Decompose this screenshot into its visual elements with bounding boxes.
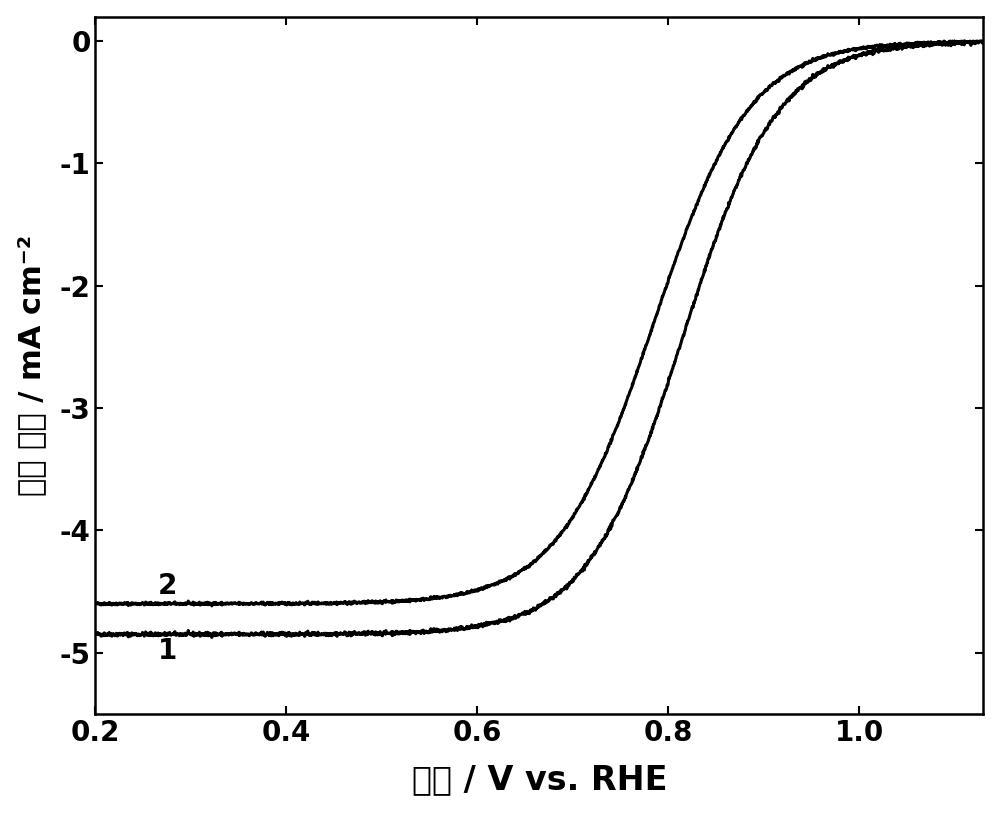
Y-axis label: 电流 密度 / mA cm⁻²: 电流 密度 / mA cm⁻²: [17, 235, 46, 496]
X-axis label: 电压 / V vs. RHE: 电压 / V vs. RHE: [412, 763, 667, 796]
Text: 1: 1: [157, 637, 177, 665]
Text: 2: 2: [157, 572, 177, 600]
